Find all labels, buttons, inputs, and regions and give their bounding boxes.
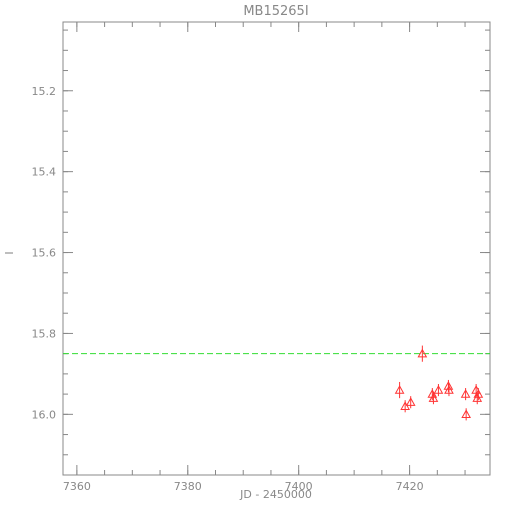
triangle-marker: [460, 389, 471, 398]
triangle-marker: [394, 385, 405, 394]
y-axis-ticks: 15.2 15.4 15.6 15.8 16.0: [32, 29, 490, 476]
y-tick-label: 15.4: [32, 166, 57, 179]
triangle-marker: [433, 385, 444, 394]
triangle-marker: [443, 380, 454, 390]
data-point: [461, 408, 472, 421]
y-tick-label: 15.8: [32, 327, 57, 340]
triangle-marker: [444, 385, 454, 394]
data-points: [394, 345, 484, 421]
data-point: [400, 400, 411, 413]
data-point: [394, 381, 405, 399]
data-point: [428, 392, 439, 405]
data-point: [433, 383, 444, 397]
x-tick-label: 7400: [285, 480, 313, 493]
x-tick-label: 7360: [63, 480, 91, 493]
triangle-marker: [405, 397, 416, 406]
data-point: [405, 396, 416, 409]
data-point: [417, 345, 428, 362]
y-tick-label: 15.6: [32, 247, 57, 260]
y-axis-label: I: [3, 251, 16, 254]
data-point: [460, 388, 471, 401]
x-axis-label: JD - 2450000: [239, 488, 312, 501]
triangle-marker: [461, 409, 472, 419]
triangle-marker: [473, 389, 484, 398]
x-tick-label: 7380: [174, 480, 202, 493]
data-point: [473, 388, 484, 401]
chart-title: MB15265I: [243, 4, 308, 19]
triangle-marker: [428, 393, 439, 402]
data-point: [427, 388, 438, 401]
y-tick-label: 16.0: [32, 408, 57, 421]
y-tick-label: 15.2: [32, 85, 57, 98]
x-tick-label: 7420: [396, 480, 424, 493]
plot-frame: [62, 21, 491, 476]
x-axis-ticks: 7360 7380 7400 7420: [63, 22, 466, 493]
data-point: [444, 383, 454, 397]
triangle-marker: [417, 348, 428, 358]
data-point: [443, 379, 454, 393]
